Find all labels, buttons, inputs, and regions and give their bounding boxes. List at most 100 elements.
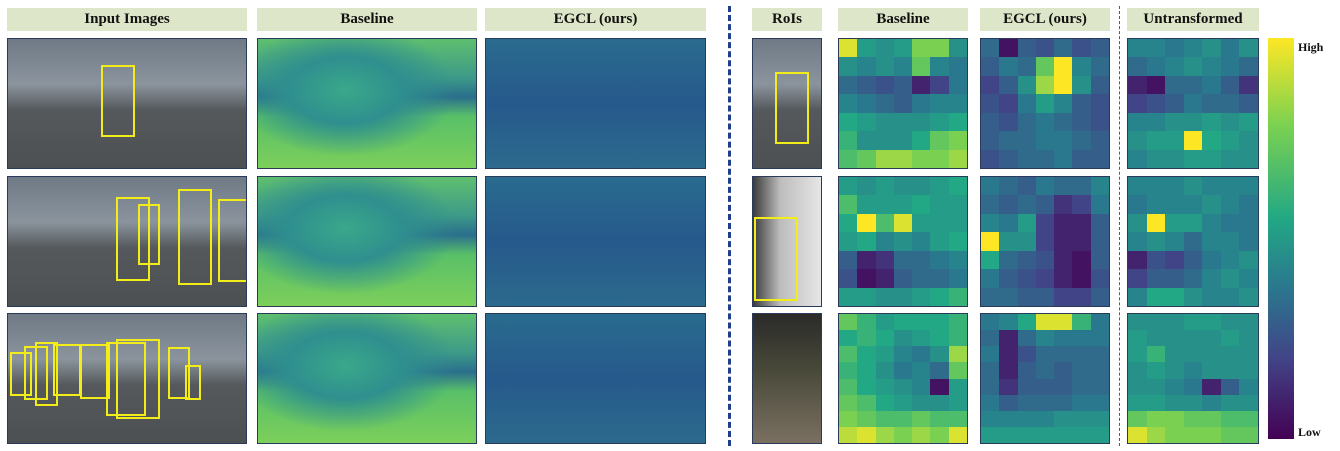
heatmap-cell: [1220, 112, 1240, 132]
heatmap-cell: [1054, 426, 1073, 443]
heatmap-cell: [999, 75, 1018, 95]
heatmap-cell: [981, 131, 1000, 150]
heatmap-cell: [930, 378, 949, 395]
heatmap-cell: [875, 232, 894, 251]
heatmap-cell: [1054, 410, 1073, 427]
heatmap-cell: [1054, 362, 1073, 379]
heatmap-cell: [839, 177, 858, 196]
heatmap-cell: [1183, 346, 1203, 363]
heatmap-cell: [875, 269, 894, 288]
heatmap-cell: [1054, 57, 1073, 76]
roi-untransformed-heatmap-2: [1127, 176, 1259, 307]
heatmap-cell: [981, 394, 1000, 411]
heatmap-cell: [1220, 346, 1240, 363]
roi-egcl-heatmap-3: [980, 313, 1110, 444]
heatmap-cell: [999, 57, 1018, 76]
detection-box: [185, 365, 201, 400]
heatmap-cell: [930, 250, 949, 270]
heatmap-cell: [839, 362, 858, 379]
heatmap-cell: [1183, 394, 1203, 411]
heatmap-cell: [1054, 232, 1073, 251]
heatmap-cell: [875, 250, 894, 270]
heatmap-cell: [1035, 75, 1055, 95]
detection-box: [106, 342, 146, 416]
heatmap-cell: [1090, 287, 1109, 306]
heatmap-cell: [1090, 213, 1109, 233]
heatmap-cell: [930, 410, 949, 427]
heatmap-cell: [857, 177, 876, 196]
heatmap-cell: [839, 410, 858, 427]
heatmap-cell: [999, 39, 1018, 58]
heatmap-cell: [1146, 394, 1166, 411]
heatmap-cell: [1017, 378, 1036, 395]
heatmap-cell: [999, 232, 1018, 251]
heatmap-cell: [948, 378, 967, 395]
heatmap-cell: [1072, 426, 1091, 443]
heatmap-cell: [1035, 112, 1055, 132]
heatmap-cell: [1090, 75, 1109, 95]
heatmap-cell: [948, 426, 967, 443]
heatmap-cell: [1035, 177, 1055, 196]
heatmap-cell: [1239, 232, 1258, 251]
heatmap-cell: [1239, 426, 1258, 443]
heatmap-cell: [875, 362, 894, 379]
heatmap-cell: [948, 75, 967, 95]
heatmap-cell: [1035, 250, 1055, 270]
heatmap-cell: [981, 269, 1000, 288]
heatmap-cell: [1202, 269, 1221, 288]
heatmap-cell: [1220, 195, 1240, 214]
heatmap-cell: [1128, 75, 1147, 95]
heatmap-cell: [948, 394, 967, 411]
heatmap-cell: [893, 250, 913, 270]
heatmap-cell: [875, 213, 894, 233]
heatmap-cell: [1054, 330, 1073, 347]
heatmap-cell: [1220, 232, 1240, 251]
heatmap-cell: [1239, 314, 1258, 331]
heatmap-cell: [930, 426, 949, 443]
heatmap-cell: [1128, 250, 1147, 270]
heatmap-cell: [1035, 314, 1055, 331]
heatmap-cell: [875, 75, 894, 95]
heatmap-cell: [875, 394, 894, 411]
heatmap-cell: [1035, 362, 1055, 379]
heatmap-cell: [930, 330, 949, 347]
heatmap-cell: [857, 314, 876, 331]
heatmap-cell: [1128, 213, 1147, 233]
heatmap-cell: [839, 287, 858, 306]
heatmap-cell: [1146, 57, 1166, 76]
heatmap-cell: [1165, 57, 1184, 76]
heatmap-cell: [857, 39, 876, 58]
heatmap-cell: [875, 426, 894, 443]
header-baseline-left: Baseline: [257, 8, 477, 31]
heatmap-cell: [981, 149, 1000, 168]
heatmap-cell: [1202, 195, 1221, 214]
heatmap-cell: [839, 330, 858, 347]
heatmap-cell: [981, 39, 1000, 58]
heatmap-cell: [1146, 314, 1166, 331]
heatmap-cell: [912, 362, 931, 379]
detection-box: [218, 199, 246, 282]
heatmap-cell: [948, 112, 967, 132]
heatmap-cell: [1183, 232, 1203, 251]
heatmap-cell: [893, 232, 913, 251]
heatmap-cell: [999, 378, 1018, 395]
heatmap-cell: [930, 287, 949, 306]
heatmap-cell: [1090, 131, 1109, 150]
heatmap-cell: [1165, 269, 1184, 288]
heatmap-cell: [893, 287, 913, 306]
heatmap-cell: [1090, 94, 1109, 113]
heatmap-cell: [1090, 149, 1109, 168]
heatmap-cell: [1054, 314, 1073, 331]
heatmap-cell: [948, 177, 967, 196]
heatmap-cell: [875, 314, 894, 331]
heatmap-cell: [1220, 75, 1240, 95]
detection-box: [10, 352, 32, 396]
heatmap-cell: [1239, 287, 1258, 306]
heatmap-cell: [1090, 269, 1109, 288]
detection-box: [101, 65, 135, 137]
heatmap-cell: [1183, 362, 1203, 379]
heatmap-cell: [1202, 394, 1221, 411]
heatmap-cell: [1072, 149, 1091, 168]
heatmap-cell: [930, 269, 949, 288]
heatmap-cell: [839, 112, 858, 132]
